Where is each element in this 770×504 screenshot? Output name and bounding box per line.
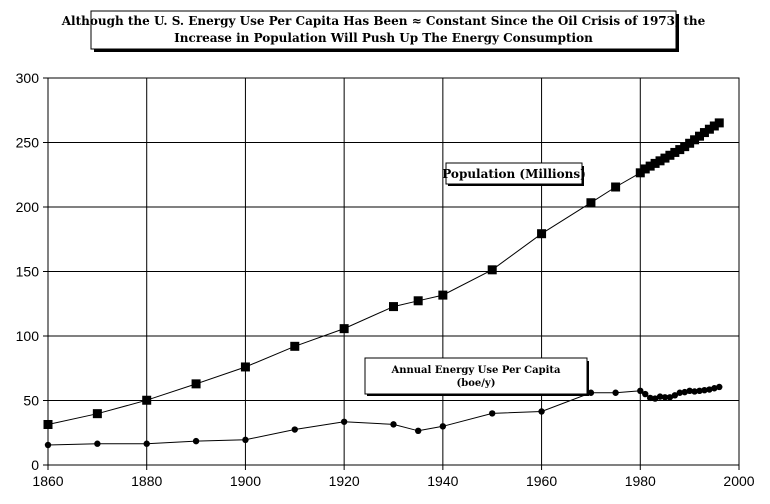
energy-series-label-line-1: Annual Energy Use Per Capita <box>390 365 561 376</box>
energy-point <box>656 393 664 400</box>
x-tick-label: 1900 <box>230 473 261 489</box>
x-tick-label: 1860 <box>32 473 63 489</box>
population-point <box>665 150 675 160</box>
energy-point <box>637 387 644 395</box>
population-series-label: Population (Millions) <box>442 167 586 181</box>
population-point <box>438 290 448 300</box>
population-point <box>650 158 660 168</box>
y-tick-label: 250 <box>16 135 40 151</box>
energy-point <box>716 383 723 391</box>
energy-point <box>686 387 693 395</box>
energy-point <box>651 395 659 402</box>
population-point <box>191 379 201 389</box>
x-tick-label: 1960 <box>526 473 557 489</box>
population-point <box>675 145 685 155</box>
series-layer <box>43 118 724 449</box>
energy-series <box>44 383 723 449</box>
population-point <box>685 138 695 148</box>
population-point <box>709 121 719 131</box>
population-point <box>339 324 349 334</box>
energy-point <box>711 385 718 392</box>
chart-title-line-1: Although the U. S. Energy Use Per Capita… <box>61 14 706 28</box>
energy-series-label-line-2: (boe/y) <box>457 378 496 389</box>
x-tick-label: 1880 <box>131 473 162 489</box>
y-tick-label: 200 <box>16 199 40 215</box>
energy-point <box>489 410 496 417</box>
population-point <box>92 409 102 419</box>
chart-title-box: Although the U. S. Energy Use Per Capita… <box>61 10 706 52</box>
population-point <box>680 142 690 152</box>
energy-point <box>44 441 52 449</box>
energy-point <box>143 440 150 447</box>
population-point <box>690 135 700 145</box>
energy-point <box>661 394 669 401</box>
energy-point <box>681 388 688 396</box>
y-tick-label: 150 <box>16 264 40 280</box>
population-point <box>43 419 53 429</box>
y-tick-label: 100 <box>16 328 40 344</box>
population-point <box>290 341 300 351</box>
population-point <box>611 182 621 192</box>
energy-point <box>642 390 649 398</box>
x-tick-label: 1920 <box>329 473 360 489</box>
energy-point <box>414 427 422 435</box>
energy-point <box>390 421 397 428</box>
population-point <box>487 265 497 275</box>
x-axis: 1860 1880 1900 1920 1940 1960 1980 2000 <box>32 465 755 489</box>
y-tick-label: 300 <box>16 70 40 86</box>
population-point <box>413 296 423 306</box>
population-point <box>695 131 705 141</box>
population-point <box>389 302 398 312</box>
energy-point <box>192 437 200 445</box>
population-point <box>699 128 709 138</box>
population-point <box>704 124 714 134</box>
energy-point <box>242 436 249 444</box>
energy-point <box>676 389 683 396</box>
population-point <box>660 153 670 163</box>
y-tick-label: 0 <box>31 457 39 473</box>
population-label-box: Population (Millions) <box>442 162 586 186</box>
population-series <box>43 118 724 429</box>
population-point <box>635 168 645 178</box>
energy-point <box>671 392 679 399</box>
energy-point <box>340 418 348 425</box>
population-point <box>240 362 250 372</box>
energy-point <box>612 389 619 396</box>
population-point <box>537 229 547 239</box>
energy-point <box>706 386 713 393</box>
grid <box>47 77 740 466</box>
y-tick-label: 50 <box>23 393 39 409</box>
energy-point <box>439 423 447 430</box>
energy-point <box>538 408 545 415</box>
energy-point <box>587 389 595 396</box>
population-point <box>640 164 650 174</box>
population-point <box>670 147 680 157</box>
x-tick-label: 1980 <box>625 473 656 489</box>
energy-point <box>696 387 703 395</box>
energy-point <box>691 388 698 395</box>
population-point <box>655 156 665 166</box>
energy-point <box>94 440 101 447</box>
population-point <box>586 198 596 208</box>
x-tick-label: 1940 <box>427 473 458 489</box>
x-tick-label: 2000 <box>723 473 754 489</box>
y-axis: 0 50 100 150 200 250 300 <box>16 70 48 473</box>
energy-point <box>291 426 298 433</box>
energy-label-box: Annual Energy Use Per Capita (boe/y) <box>364 357 589 396</box>
energy-point <box>646 394 654 402</box>
population-point <box>714 118 724 128</box>
population-point <box>645 161 655 171</box>
energy-point <box>701 386 708 394</box>
chart-title-line-2: Increase in Population Will Push Up The … <box>174 31 593 45</box>
energy-point <box>666 394 674 401</box>
population-point <box>142 395 152 405</box>
